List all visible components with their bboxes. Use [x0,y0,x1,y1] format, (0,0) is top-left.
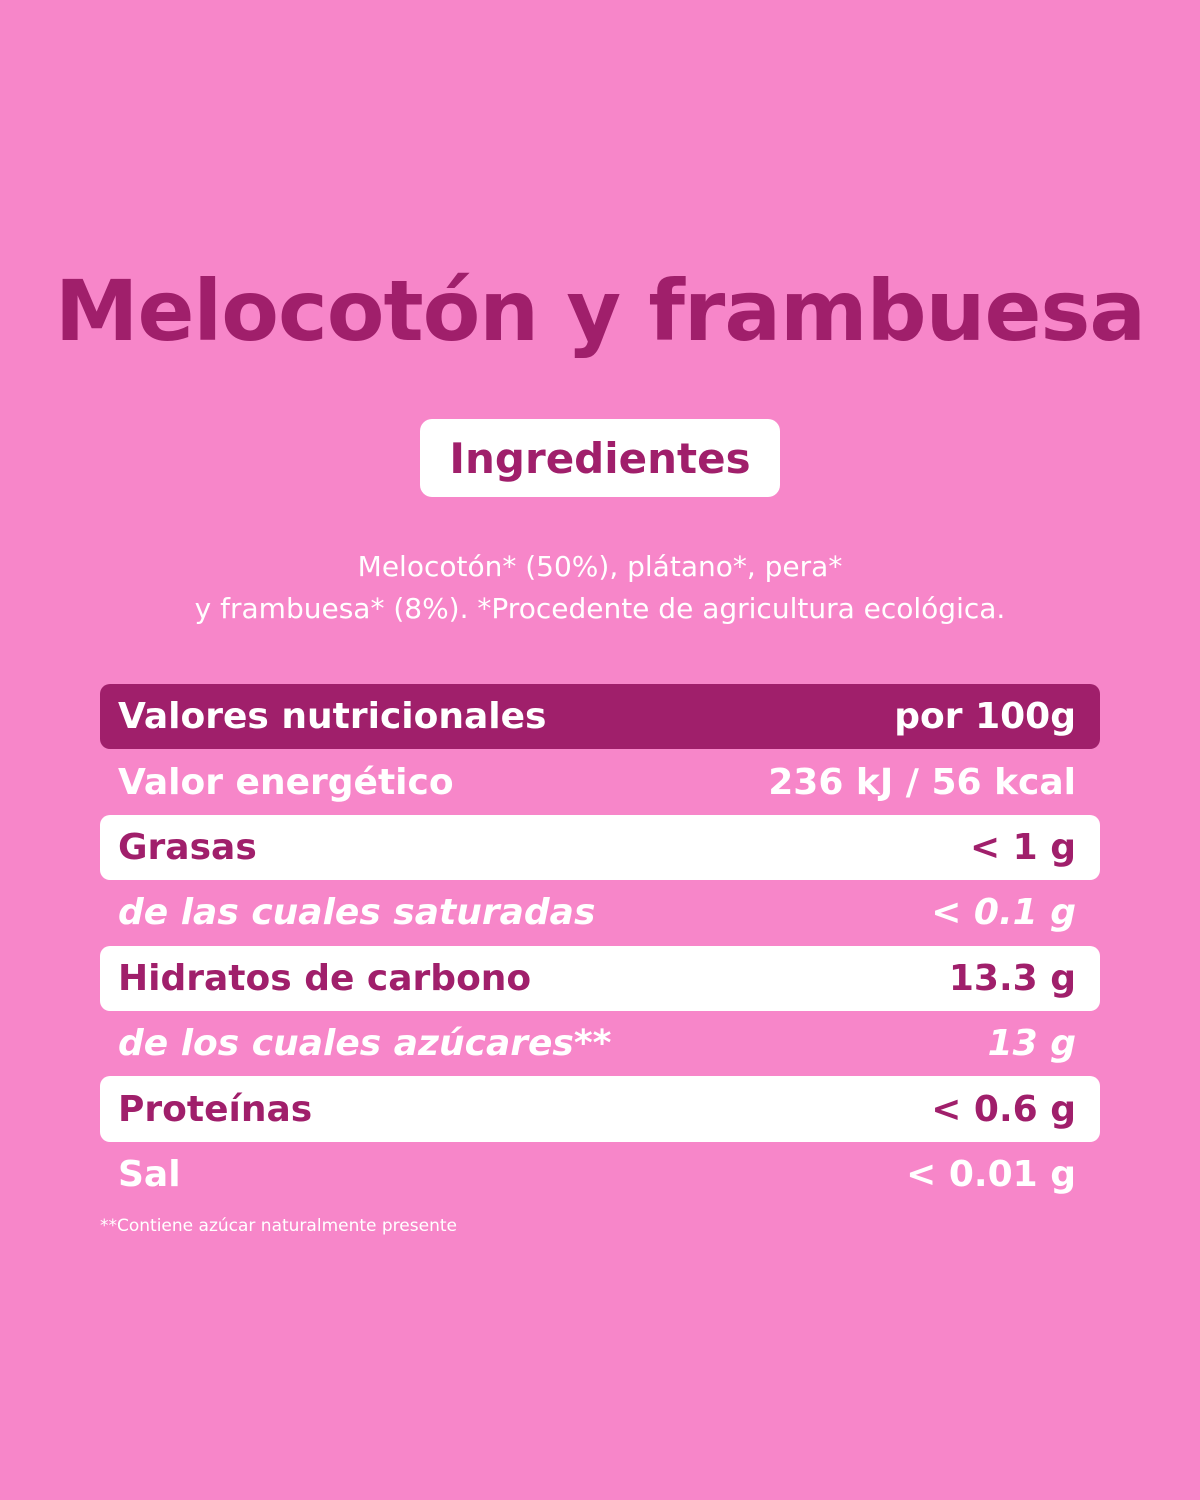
footnote: **Contiene azúcar naturalmente presente [100,1216,457,1236]
nutrient-value: 13 g [987,1023,1076,1065]
title: Melocotón y frambuesa [54,262,1146,360]
ingredients-line: Melocotón* (50%), plátano*, pera* [357,550,843,583]
nutrient-label: de las cuales saturadas [118,892,596,934]
nutrient-label: Grasas [118,826,257,868]
nutrient-label: Valor energético [118,761,454,803]
table-row: Sal < 0.01 g [100,1142,1100,1207]
header-label: Valores nutricionales [118,696,547,738]
nutrient-value: 13.3 g [948,957,1076,999]
ingredients-line: y frambuesa* (8%). *Procedente de agricu… [194,592,1006,625]
nutrient-label: Hidratos de carbono [118,957,532,999]
table-row: Valor energético 236 kJ / 56 kcal [100,749,1100,814]
nutrient-value: 236 kJ / 56 kcal [768,761,1076,803]
nutrient-value: < 0.6 g [931,1088,1076,1130]
nutrient-value: < 0.01 g [906,1153,1076,1195]
nutrient-label: Sal [118,1153,181,1195]
table-row: de las cuales saturadas < 0.1 g [100,880,1100,945]
table-row: Proteínas < 0.6 g [100,1076,1100,1142]
table-row: Grasas < 1 g [100,814,1100,881]
ingredients-badge: Ingredientes [420,419,780,497]
nutrient-label: Proteínas [118,1088,313,1130]
table-row: de los cuales azúcares** 13 g [100,1011,1100,1076]
nutrition-table: Valores nutricionales por 100g Valor ene… [100,684,1100,1207]
nutrient-label: de los cuales azúcares** [118,1023,612,1065]
table-header: Valores nutricionales por 100g [100,684,1100,750]
table-row: Hidratos de carbono 13.3 g [100,945,1100,1011]
nutrient-value: < 0.1 g [931,892,1076,934]
header-value: por 100g [894,696,1076,738]
ingredients-text: Melocotón* (50%), plátano*, pera* y fram… [0,546,1200,630]
nutrient-value: < 1 g [969,826,1076,868]
